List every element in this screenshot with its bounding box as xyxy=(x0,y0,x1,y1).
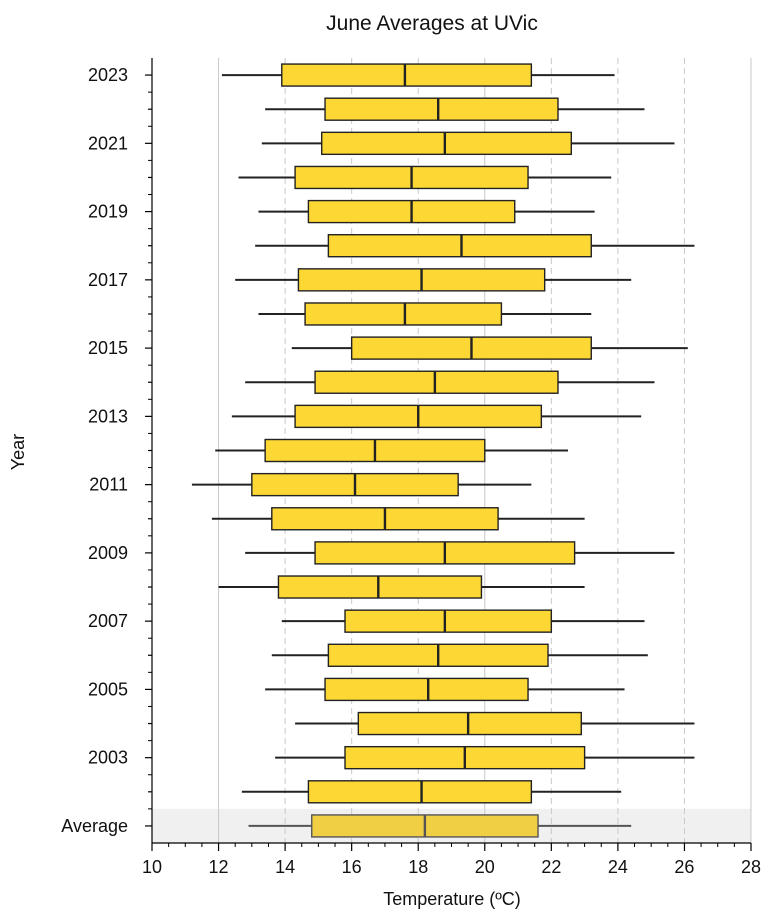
y-tick-label-2015: 2015 xyxy=(88,338,128,358)
box-layer xyxy=(191,63,695,838)
box-2007 xyxy=(281,609,645,633)
y-tick-label-2023: 2023 xyxy=(88,65,128,85)
iqr-box-2021 xyxy=(321,131,573,156)
box-2017 xyxy=(235,268,632,292)
y-tick-label-2003: 2003 xyxy=(88,748,128,768)
axis-layer xyxy=(145,58,752,851)
y-tick-label-2005: 2005 xyxy=(88,679,128,699)
y-tick-label-2017: 2017 xyxy=(88,270,128,290)
box-2010 xyxy=(211,507,585,531)
label-layer: 10 12 14 16 18 20 22 24 26 28 2023 2021 2019 2017 2015… xyxy=(61,65,761,877)
iqr-box-2022 xyxy=(324,97,559,121)
box-2009 xyxy=(245,541,675,565)
iqr-box-2023 xyxy=(281,63,533,87)
x-tick-label-26: 26 xyxy=(674,857,694,877)
x-tick-label-10: 10 xyxy=(142,857,162,877)
x-tick-label-12: 12 xyxy=(209,857,229,877)
box-2015 xyxy=(291,336,688,360)
iqr-box-2007 xyxy=(344,609,553,633)
box-2011 xyxy=(191,472,532,497)
x-axis-label: Temperature (ºC) xyxy=(383,889,521,909)
box-2021 xyxy=(261,131,675,156)
iqr-box-2004 xyxy=(357,711,582,736)
iqr-box-2016 xyxy=(304,302,503,326)
y-tick-label-2011: 2011 xyxy=(89,475,128,495)
chart-title: June Averages at UVic xyxy=(326,12,538,35)
box-2013 xyxy=(231,404,642,429)
x-tick-label-14: 14 xyxy=(275,857,295,877)
box-Average xyxy=(248,814,632,838)
x-tick-label-18: 18 xyxy=(408,857,428,877)
y-tick-label-2021: 2021 xyxy=(88,133,128,153)
box-2020 xyxy=(238,165,612,190)
box-2018 xyxy=(255,234,695,258)
box-2004 xyxy=(295,711,695,736)
x-tick-label-20: 20 xyxy=(475,857,495,877)
box-2006 xyxy=(271,643,648,667)
box-2002 xyxy=(241,780,622,804)
y-tick-label-2019: 2019 xyxy=(88,202,128,222)
y-tick-label-2007: 2007 xyxy=(88,611,128,631)
y-tick-label-Average: Average xyxy=(61,816,128,836)
iqr-box-2014 xyxy=(314,370,559,394)
box-2003 xyxy=(275,745,695,770)
box-2008 xyxy=(218,575,585,599)
box-2005 xyxy=(265,677,625,702)
box-2016 xyxy=(258,302,592,326)
iqr-box-2002 xyxy=(307,780,533,804)
iqr-box-2018 xyxy=(327,234,592,258)
iqr-box-2008 xyxy=(277,575,483,599)
box-2023 xyxy=(221,63,615,87)
box-2014 xyxy=(245,370,655,394)
iqr-box-2005 xyxy=(324,677,529,702)
box-2022 xyxy=(265,97,645,121)
x-tick-label-22: 22 xyxy=(541,857,561,877)
x-tick-label-28: 28 xyxy=(741,857,761,877)
y-axis-label: Year xyxy=(8,434,28,470)
box-2019 xyxy=(258,199,595,224)
y-tick-label-2009: 2009 xyxy=(88,543,128,563)
x-tick-label-16: 16 xyxy=(342,857,362,877)
box-2012 xyxy=(215,438,568,463)
x-tick-label-24: 24 xyxy=(608,857,628,877)
y-tick-label-2013: 2013 xyxy=(88,406,128,426)
